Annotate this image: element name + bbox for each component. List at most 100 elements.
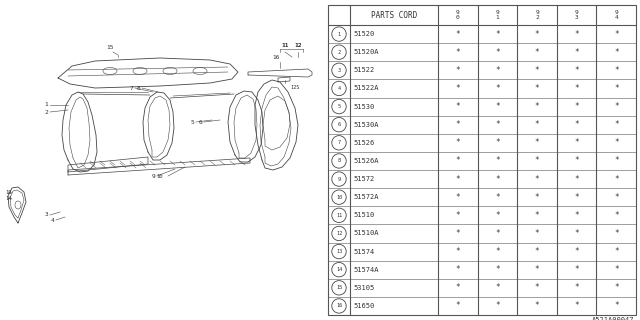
Text: 12: 12: [294, 43, 301, 48]
Text: *: *: [456, 301, 460, 310]
Text: *: *: [614, 29, 618, 39]
Text: *: *: [534, 48, 540, 57]
Text: 12: 12: [336, 231, 342, 236]
Text: *: *: [456, 156, 460, 165]
Text: *: *: [534, 156, 540, 165]
Text: 11: 11: [336, 213, 342, 218]
Circle shape: [332, 27, 346, 41]
Ellipse shape: [103, 68, 117, 75]
Text: *: *: [534, 102, 540, 111]
Text: 3: 3: [44, 212, 48, 218]
Text: 51526A: 51526A: [353, 158, 378, 164]
Text: 14: 14: [5, 196, 12, 202]
Text: PARTS CORD: PARTS CORD: [371, 11, 417, 20]
Circle shape: [332, 136, 346, 150]
Text: *: *: [534, 138, 540, 147]
Text: 51574A: 51574A: [353, 267, 378, 273]
Text: *: *: [456, 265, 460, 274]
Text: *: *: [614, 265, 618, 274]
Text: 5: 5: [190, 119, 194, 124]
Text: *: *: [495, 138, 500, 147]
Text: *: *: [456, 102, 460, 111]
Text: *: *: [495, 156, 500, 165]
Text: *: *: [574, 48, 579, 57]
Text: *: *: [534, 175, 540, 184]
Text: *: *: [614, 229, 618, 238]
Text: *: *: [495, 301, 500, 310]
Circle shape: [332, 172, 346, 186]
Text: *: *: [456, 283, 460, 292]
Text: 9
0: 9 0: [456, 10, 460, 20]
Text: *: *: [456, 84, 460, 93]
Text: 10: 10: [336, 195, 342, 200]
Text: 16: 16: [336, 303, 342, 308]
Text: 51510: 51510: [353, 212, 374, 218]
Circle shape: [332, 281, 346, 295]
Text: 5: 5: [337, 104, 340, 109]
Circle shape: [332, 262, 346, 277]
Text: 9: 9: [337, 177, 340, 181]
Text: *: *: [495, 283, 500, 292]
Text: 15: 15: [336, 285, 342, 290]
Ellipse shape: [15, 201, 21, 209]
Text: 2: 2: [337, 50, 340, 55]
Text: *: *: [534, 247, 540, 256]
Text: *: *: [456, 66, 460, 75]
Circle shape: [332, 190, 346, 204]
Circle shape: [332, 81, 346, 96]
Text: *: *: [574, 29, 579, 39]
Text: *: *: [574, 211, 579, 220]
Text: *: *: [534, 29, 540, 39]
Text: *: *: [614, 138, 618, 147]
Text: *: *: [614, 156, 618, 165]
Text: 7: 7: [129, 85, 133, 91]
Text: 3: 3: [337, 68, 340, 73]
Text: *: *: [574, 247, 579, 256]
Text: *: *: [456, 175, 460, 184]
Circle shape: [332, 63, 346, 77]
Text: 51520A: 51520A: [353, 49, 378, 55]
Text: *: *: [456, 247, 460, 256]
Text: 16: 16: [272, 55, 280, 60]
Text: *: *: [456, 211, 460, 220]
Text: 8: 8: [337, 158, 340, 164]
Text: 15: 15: [106, 45, 114, 50]
Text: *: *: [614, 193, 618, 202]
Text: 12: 12: [294, 43, 301, 48]
Text: *: *: [495, 229, 500, 238]
Text: *: *: [614, 120, 618, 129]
Text: 13: 13: [336, 249, 342, 254]
Text: *: *: [495, 48, 500, 57]
Text: *: *: [614, 84, 618, 93]
Text: 51572A: 51572A: [353, 194, 378, 200]
Text: *: *: [574, 193, 579, 202]
Text: 9
3: 9 3: [575, 10, 579, 20]
Text: *: *: [495, 120, 500, 129]
Text: 13: 13: [5, 189, 12, 195]
Circle shape: [332, 45, 346, 60]
Text: *: *: [456, 120, 460, 129]
Text: *: *: [534, 120, 540, 129]
Text: *: *: [534, 211, 540, 220]
Text: *: *: [534, 265, 540, 274]
Text: 6: 6: [198, 119, 202, 124]
Text: *: *: [534, 193, 540, 202]
Text: *: *: [495, 265, 500, 274]
Circle shape: [332, 244, 346, 259]
Text: 1: 1: [337, 32, 340, 36]
Text: *: *: [456, 48, 460, 57]
Text: 6: 6: [337, 122, 340, 127]
Text: *: *: [534, 66, 540, 75]
Text: *: *: [534, 301, 540, 310]
Text: *: *: [574, 229, 579, 238]
Text: 51522A: 51522A: [353, 85, 378, 92]
Text: 14: 14: [336, 267, 342, 272]
Text: 2: 2: [44, 109, 48, 115]
Circle shape: [332, 226, 346, 241]
Text: *: *: [495, 29, 500, 39]
Text: 51510A: 51510A: [353, 230, 378, 236]
Text: *: *: [456, 193, 460, 202]
Text: *: *: [534, 84, 540, 93]
Text: 51574: 51574: [353, 249, 374, 255]
Text: *: *: [495, 102, 500, 111]
